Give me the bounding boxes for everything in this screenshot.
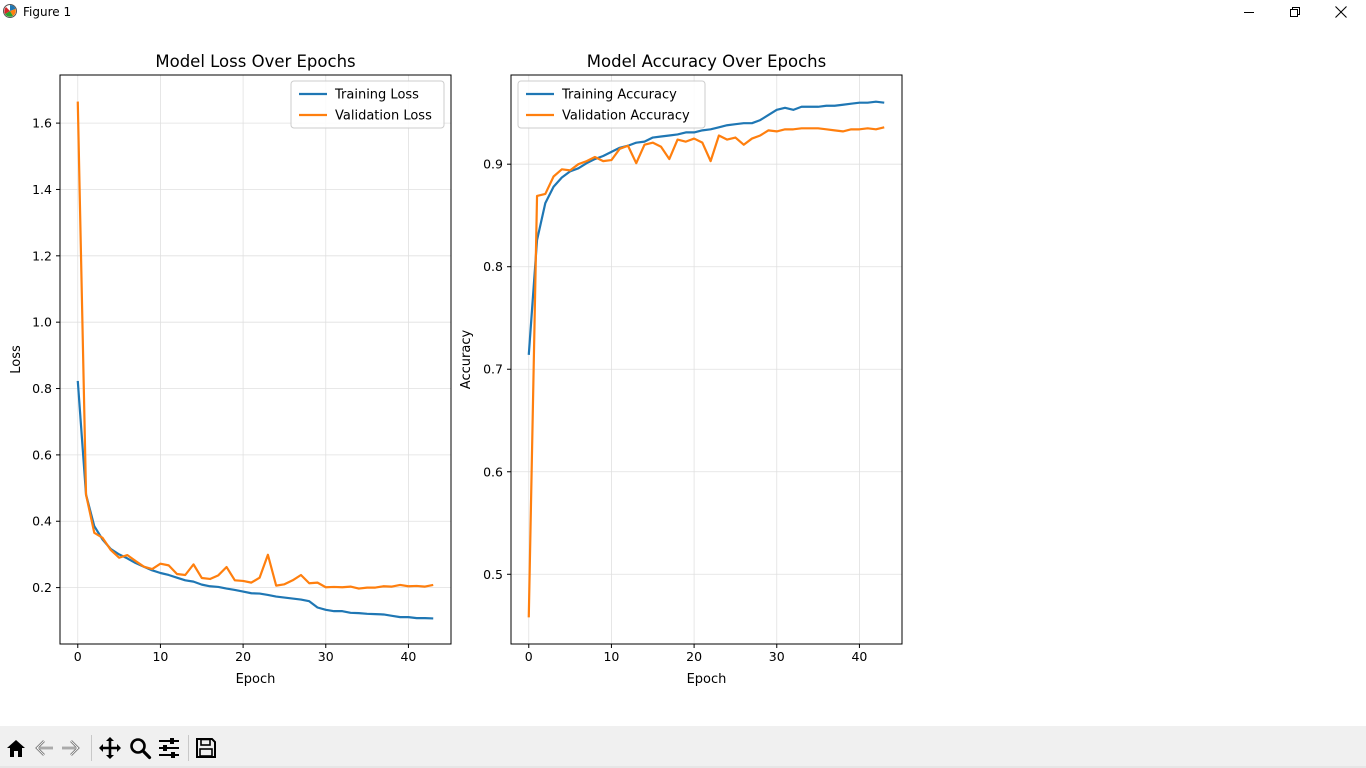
y-tick-label: 1.4 — [32, 182, 52, 197]
x-tick-label: 10 — [603, 649, 619, 664]
forward-button[interactable] — [58, 735, 84, 761]
y-axis-label: Accuracy — [459, 330, 474, 390]
toolbar-separator — [188, 735, 189, 761]
zoom-button[interactable] — [127, 735, 153, 761]
x-tick-label: 10 — [152, 649, 168, 664]
y-tick-label: 0.6 — [483, 464, 503, 479]
legend-label: Validation Accuracy — [562, 109, 690, 124]
x-tick-label: 30 — [318, 649, 334, 664]
forward-arrow-icon — [62, 740, 80, 756]
x-tick-label: 40 — [400, 649, 416, 664]
window-title: Figure 1 — [23, 5, 72, 19]
chart-title: Model Loss Over Epochs — [155, 52, 355, 71]
y-tick-label: 0.5 — [483, 567, 503, 582]
y-tick-label: 0.4 — [32, 514, 52, 529]
back-arrow-icon — [35, 740, 53, 756]
series-line-training-accuracy — [527, 100, 885, 355]
series-line-validation-accuracy — [527, 126, 885, 618]
x-tick-label: 30 — [769, 649, 785, 664]
restore-button[interactable] — [1272, 0, 1318, 24]
figure-svg: 0 10 20 30 40 0.2 0.4 0.6 0.8 1.0 1.2 1.4 1.6 Model L… — [9, 52, 903, 687]
axes-frame — [59, 74, 452, 645]
y-tick-label: 0.8 — [483, 259, 503, 274]
home-button[interactable] — [3, 735, 29, 761]
x-tick-label: 40 — [851, 649, 867, 664]
home-icon — [7, 740, 25, 757]
legend: Training Loss Validation Loss — [290, 80, 445, 129]
restore-icon — [1290, 7, 1300, 17]
y-axis-label: Loss — [9, 345, 24, 374]
x-tick-label: 20 — [686, 649, 702, 664]
loss-subplot: 0 10 20 30 40 0.2 0.4 0.6 0.8 1.0 1.2 1.4 1.6 Model L… — [9, 52, 452, 687]
save-icon — [196, 738, 216, 758]
legend-label: Training Loss — [334, 88, 419, 103]
series-line-validation-loss — [76, 101, 434, 590]
configure-subplots-icon — [159, 738, 179, 758]
minimize-icon — [1244, 12, 1254, 13]
legend-box — [517, 80, 706, 129]
matplotlib-app-icon — [2, 3, 18, 19]
y-tick-label: 0.9 — [483, 157, 503, 172]
x-axis-label: Epoch — [687, 672, 727, 687]
y-tick-label: 0.8 — [32, 381, 52, 396]
y-tick-label: 0.6 — [32, 447, 52, 462]
chart-title: Model Accuracy Over Epochs — [587, 52, 826, 71]
close-icon — [1335, 6, 1347, 18]
x-tick-label: 0 — [525, 649, 533, 664]
legend: Training Accuracy Validation Accuracy — [517, 80, 706, 129]
accuracy-subplot: 0 10 20 30 40 0.5 0.6 0.7 0.8 0.9 Model Accuracy O… — [459, 52, 903, 687]
x-tick-label: 20 — [235, 649, 251, 664]
y-tick-label: 0.2 — [32, 580, 52, 595]
window-titlebar: Figure 1 — [0, 0, 1366, 24]
axes-frame — [510, 74, 903, 645]
pan-button[interactable] — [97, 735, 123, 761]
back-button[interactable] — [31, 735, 57, 761]
configure-subplots-button[interactable] — [156, 735, 182, 761]
save-button[interactable] — [193, 735, 219, 761]
navigation-toolbar — [0, 726, 1366, 768]
figure-canvas[interactable]: 0 10 20 30 40 0.2 0.4 0.6 0.8 1.0 1.2 1.4 1.6 Model L… — [0, 24, 1366, 726]
y-tick-label: 0.7 — [483, 362, 503, 377]
series-line-training-loss — [76, 380, 434, 620]
x-axis-label: Epoch — [236, 672, 276, 687]
legend-label: Training Accuracy — [561, 88, 677, 103]
legend-box — [290, 80, 445, 129]
pan-icon — [99, 737, 121, 759]
minimize-button[interactable] — [1226, 0, 1272, 24]
legend-label: Validation Loss — [335, 109, 432, 124]
close-button[interactable] — [1318, 0, 1364, 24]
zoom-icon — [130, 738, 152, 760]
toolbar-separator — [91, 735, 92, 761]
y-tick-label: 1.2 — [32, 248, 52, 263]
x-tick-label: 0 — [74, 649, 82, 664]
y-tick-label: 1.0 — [32, 315, 52, 330]
y-tick-label: 1.6 — [32, 116, 52, 131]
